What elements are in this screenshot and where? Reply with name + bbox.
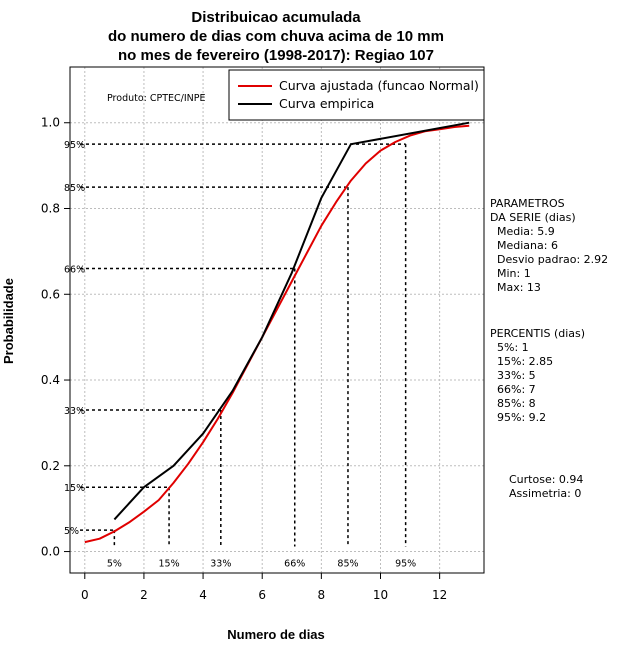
legend: Curva ajustada (funcao Normal) Curva emp… xyxy=(228,69,485,121)
percentile-label-left: 95% xyxy=(64,140,85,151)
percentis-66: 66%: 7 xyxy=(490,383,536,396)
x-tick-label: 4 xyxy=(199,588,207,602)
x-tick-label: 10 xyxy=(373,588,388,602)
x-tick-label: 6 xyxy=(258,588,266,602)
parametros-line-1: PARAMETROS xyxy=(490,197,565,210)
x-axis-label: Numero de dias xyxy=(227,627,325,642)
y-axis-label: Probabilidade xyxy=(1,278,16,364)
y-tick-label: 0.4 xyxy=(41,373,60,387)
percentile-label-left: 33% xyxy=(64,406,85,417)
percentis-85: 85%: 8 xyxy=(490,397,536,410)
chart-title-line-1: Distribuicao acumulada xyxy=(191,9,361,26)
chart-title: Distribuicao acumulada do numero de dias… xyxy=(108,9,444,64)
y-tick-label: 0.6 xyxy=(41,287,60,301)
percentis-header: PERCENTIS (dias) xyxy=(490,327,585,340)
x-tick-label: 8 xyxy=(318,588,326,602)
percentile-label-bottom: 5% xyxy=(107,559,122,570)
parametros-mediana: Mediana: 6 xyxy=(490,239,558,252)
percentile-label-bottom: 85% xyxy=(337,559,358,570)
series-line-fitted xyxy=(84,124,470,544)
product-label: Produto: CPTEC/INPE xyxy=(107,93,206,104)
percentis-5: 5%: 1 xyxy=(490,341,529,354)
parametros-media: Media: 5.9 xyxy=(490,225,555,238)
y-tick-label: 1.0 xyxy=(41,116,60,130)
percentile-label-left: 66% xyxy=(64,265,85,276)
legend-label-fitted: Curva ajustada (funcao Normal) xyxy=(279,78,479,93)
series-line-empirical xyxy=(113,121,470,521)
side-panel: PARAMETROS DA SERIE (dias) Media: 5.9 Me… xyxy=(490,197,608,500)
legend-label-empirical: Curva empirica xyxy=(279,96,374,111)
chart-title-line-2: do numero de dias com chuva acima de 10 … xyxy=(108,28,444,45)
percentile-label-left: 85% xyxy=(64,183,85,194)
x-tick-label: 2 xyxy=(140,588,148,602)
x-tick-label: 12 xyxy=(432,588,447,602)
curtose-label: Curtose: 0.94 xyxy=(509,473,583,486)
y-tick-label: 0.0 xyxy=(41,545,60,559)
chart-title-line-3: no mes de fevereiro (1998-2017): Regiao … xyxy=(118,47,434,64)
percentile-label-bottom: 95% xyxy=(395,559,416,570)
y-tick-label: 0.8 xyxy=(41,202,60,216)
parametros-max: Max: 13 xyxy=(490,281,541,294)
parametros-desvio: Desvio padrao: 2.92 xyxy=(490,253,608,266)
percentile-label-bottom: 15% xyxy=(159,559,180,570)
parametros-min: Min: 1 xyxy=(490,267,531,280)
percentile-label-left: 5% xyxy=(64,526,79,537)
percentis-95: 95%: 9.2 xyxy=(490,411,546,424)
percentile-label-bottom: 66% xyxy=(284,559,305,570)
percentile-label-bottom: 33% xyxy=(210,559,231,570)
assimetria-label: Assimetria: 0 xyxy=(509,487,581,500)
plot-frame xyxy=(69,66,485,574)
percentis-15: 15%: 2.85 xyxy=(490,355,553,368)
parametros-line-2: DA SERIE (dias) xyxy=(490,211,576,224)
plot-area: 0 2 4 6 8 10 12 0.0 0.2 0.4 0.6 0.8 1.0 5% 5% 15% 15% 33%… xyxy=(41,66,485,602)
legend-box xyxy=(228,69,485,121)
y-tick-label: 0.2 xyxy=(41,459,60,473)
x-tick-label: 0 xyxy=(81,588,89,602)
percentile-label-left: 15% xyxy=(64,483,85,494)
percentis-33: 33%: 5 xyxy=(490,369,536,382)
